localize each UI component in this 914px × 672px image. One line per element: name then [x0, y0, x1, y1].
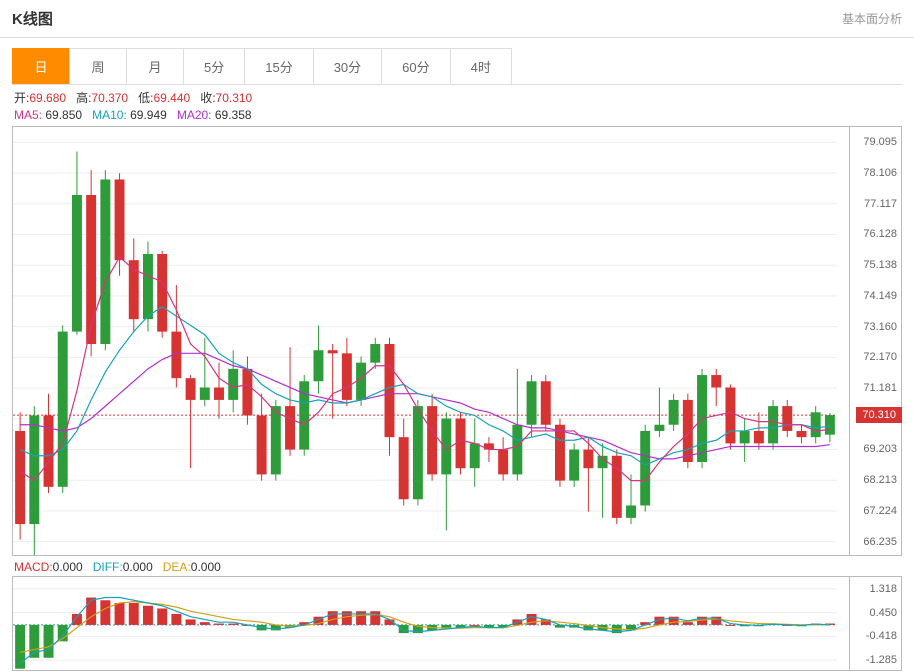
timeframe-tab-5分[interactable]: 5分: [183, 48, 245, 84]
chart-header: K线图 基本面分析: [0, 0, 914, 38]
candlestick-chart[interactable]: 79.09578.10677.11776.12875.13874.14973.1…: [12, 126, 902, 556]
timeframe-tab-60分[interactable]: 60分: [381, 48, 450, 84]
fundamental-analysis-link[interactable]: 基本面分析: [842, 10, 902, 27]
ma-readout: MA5: 69.850 MA10: 69.949 MA20: 69.358: [12, 108, 902, 126]
macd-readout: MACD:0.000 DIFF:0.000 DEA:0.000: [12, 558, 902, 576]
timeframe-tab-日[interactable]: 日: [12, 48, 70, 84]
current-price-tag: 70.310: [856, 407, 902, 423]
macd-axis: 1.3180.450-0.418-1.285: [849, 577, 901, 670]
timeframe-tab-月[interactable]: 月: [126, 48, 184, 84]
timeframe-tab-15分[interactable]: 15分: [244, 48, 313, 84]
timeframe-tab-4时[interactable]: 4时: [450, 48, 512, 84]
ohlc-readout: 开:69.680 高:70.370 低:69.440 收:70.310: [12, 85, 902, 108]
price-axis: 79.09578.10677.11776.12875.13874.14973.1…: [849, 127, 901, 555]
chart-title: K线图: [12, 8, 53, 29]
timeframe-tab-周[interactable]: 周: [69, 48, 127, 84]
timeframe-tab-30分[interactable]: 30分: [313, 48, 382, 84]
timeframe-tabs: 日周月5分15分30分60分4时: [12, 48, 902, 85]
macd-chart[interactable]: 1.3180.450-0.418-1.285: [12, 576, 902, 671]
